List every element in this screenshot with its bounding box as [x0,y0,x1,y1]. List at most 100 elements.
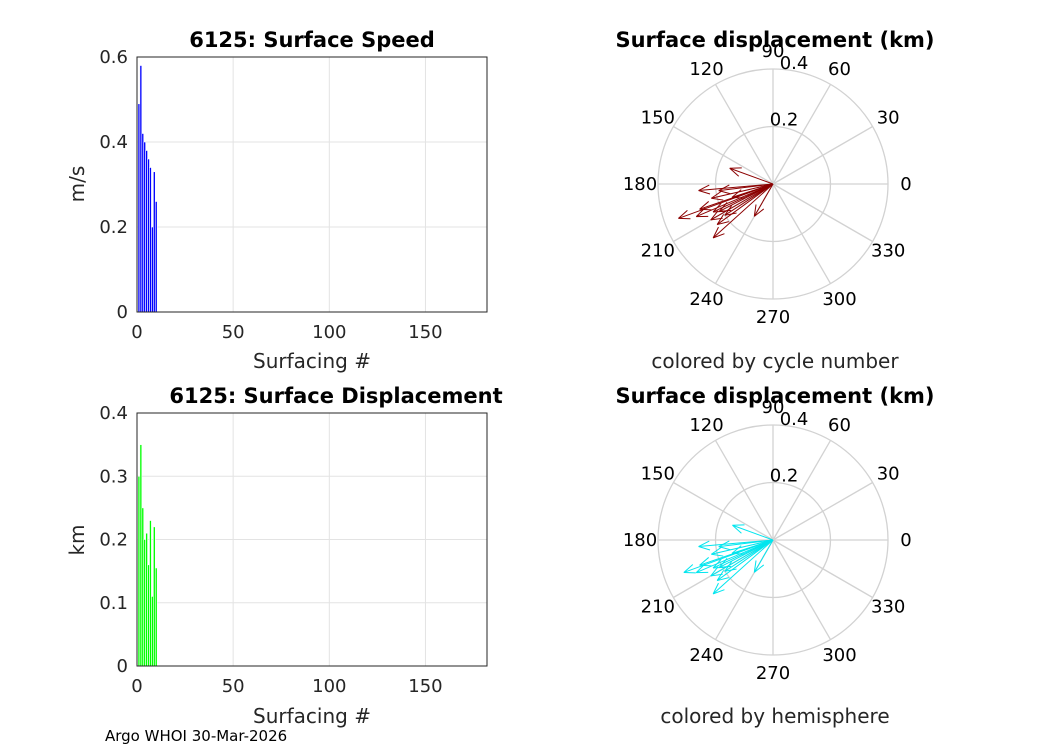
polar-cycle-title: Surface displacement (km) [615,28,934,52]
displacement-xtick-label: 0 [131,676,142,697]
polar-cycle-arrow [718,183,774,212]
polar-cycle-arrow-shaft [724,183,774,216]
speed-plot-area [137,57,487,312]
polar-hemisphere-arrow [718,539,774,568]
polar-hemisphere-arrow-head [732,524,742,534]
polar-hemisphere-angle-label: 180 [623,530,657,551]
polar-cycle-arrow-head [753,204,757,217]
polar-hemisphere-arrow-head [719,565,732,568]
polar-cycle-arrow-head [731,189,742,198]
speed-ylabel: m/s [65,166,89,203]
displacement-xtick-label: 50 [222,676,245,697]
polar-cycle-angle-label: 210 [641,241,675,262]
polar-hemisphere-arrow-shaft [712,539,774,595]
polar-hemisphere-arrow-head [731,545,742,554]
polar-hemisphere-arrow-head [718,540,730,548]
polar-hemisphere-angle-label: 330 [871,597,905,618]
polar-cycle-arrow-head [699,208,712,211]
speed-ticks: 0 50 100 150 0 0.2 0.4 0.6 [99,47,442,343]
polar-hemisphere-angle-label: 120 [689,415,723,436]
polar-hemisphere-arrow-shaft [731,539,774,554]
polar-hemisphere-arrow [716,539,774,582]
displacement-ytick-label: 0 [117,656,128,677]
polar-hemisphere-arrow-head [754,564,765,573]
polar-hemisphere-ring [714,481,832,599]
displacement-title: 6125: Surface Displacement [169,384,502,408]
polar-cycle-arrow-head [711,197,724,201]
polar-hemisphere-arrow-head [712,582,719,595]
polar-hemisphere-title: Surface displacement (km) [615,384,934,408]
polar-hemisphere-arrow-head [731,552,744,555]
polar-hemisphere-arrow [753,539,774,573]
polar-cycle-arrow [712,183,774,239]
speed-ytick-label: 0 [117,302,128,323]
polar-hemisphere-arrow-head [698,540,710,547]
polar-cycle-angle-label: 180 [623,174,657,195]
polar-hemisphere-arrow-head [683,564,694,573]
polar-hemisphere-ring [657,424,889,656]
speed-ytick-label: 0.4 [99,132,128,153]
displacement-ticks: 0 50 100 150 0 0.1 0.2 0.3 0.4 [99,403,442,697]
polar-cycle-arrows [678,167,774,239]
polar-cycle-ring [657,68,889,300]
speed-ytick-label: 0.2 [99,217,128,238]
polar-cycle-rtick-label: 0.4 [780,53,809,74]
polar-hemisphere-arrow-shaft [698,539,774,548]
polar-cycle-arrow-head [717,221,729,226]
polar-cycle-arrow-head [698,190,711,195]
polar-hemisphere-arrow-shaft [724,539,774,572]
polar-cycle-angle-label: 330 [871,241,905,262]
polar-cycle-arrow [753,183,774,217]
polar-hemisphere-arrows [683,524,774,595]
polar-hemisphere-angle-label: 300 [822,645,856,666]
polar-hemisphere-arrow-head [712,558,722,569]
polar-hemisphere-arrow-head [753,560,757,573]
polar-hemisphere-angle-label: 270 [756,663,790,684]
polar-cycle-angle-label: 150 [641,108,675,129]
polar-hemisphere-arrow-head [699,564,712,567]
polar-cycle-arrow-head [699,201,710,210]
polar-cycle-arrow-head [718,202,728,212]
polar-cycle-arrow [716,183,774,226]
polar-hemisphere-angle-label: 150 [641,464,675,485]
polar-hemisphere-arrow-shaft [732,524,774,541]
polar-hemisphere-arrow-head [698,546,711,551]
polar-hemisphere-rtick-label: 0.4 [780,409,809,430]
displacement-axes-box [136,412,488,667]
polar-hemisphere-arrow-head [711,553,724,557]
polar-hemisphere-caption: colored by hemisphere [660,704,889,728]
polar-hemisphere-arrow-shaft [716,539,774,581]
polar-cycle-angle-label: 60 [828,59,851,80]
speed-xtick-label: 0 [131,322,142,343]
polar-cycle-grid [657,68,889,300]
polar-cycle-angle-label: 240 [689,289,723,310]
polar-hemisphere-angle-label: 0 [900,530,911,551]
displacement-bar [154,567,158,667]
polar-hemisphere-arrow-head [717,577,729,582]
polar-hemisphere-arrow-head [718,558,728,568]
speed-axes-box [136,56,488,313]
polar-cycle-angle-label: 270 [756,307,790,328]
polar-hemisphere-arrow [698,539,774,551]
polar-cycle-arrow-shaft [711,183,774,199]
polar-cycle-arrow-head [678,210,688,219]
polar-cycle-caption: colored by cycle number [651,349,899,373]
polar-hemisphere-arrow-head [699,557,710,566]
displacement-xtick-label: 150 [408,676,442,697]
polar-cycle-arrow [698,183,774,195]
polar-cycle-ring [714,125,832,243]
polar-cycle-chart: Surface displacement (km) colored by cyc… [615,28,934,373]
polar-cycle-angle-label: 300 [822,289,856,310]
displacement-ytick-label: 0.1 [99,593,128,614]
polar-hemisphere-arrow [732,524,774,541]
polar-cycle-arrow-head [711,190,722,199]
polar-hemisphere-arrow-head [713,589,725,595]
polar-hemisphere-arrow [731,539,774,555]
polar-cycle-angle-label: 0 [900,174,911,195]
polar-hemisphere-arrow-shaft [753,539,774,573]
polar-cycle-arrow-shaft [712,183,774,239]
polar-hemisphere-angle-label: 30 [877,464,900,485]
displacement-ytick-label: 0.4 [99,403,128,424]
